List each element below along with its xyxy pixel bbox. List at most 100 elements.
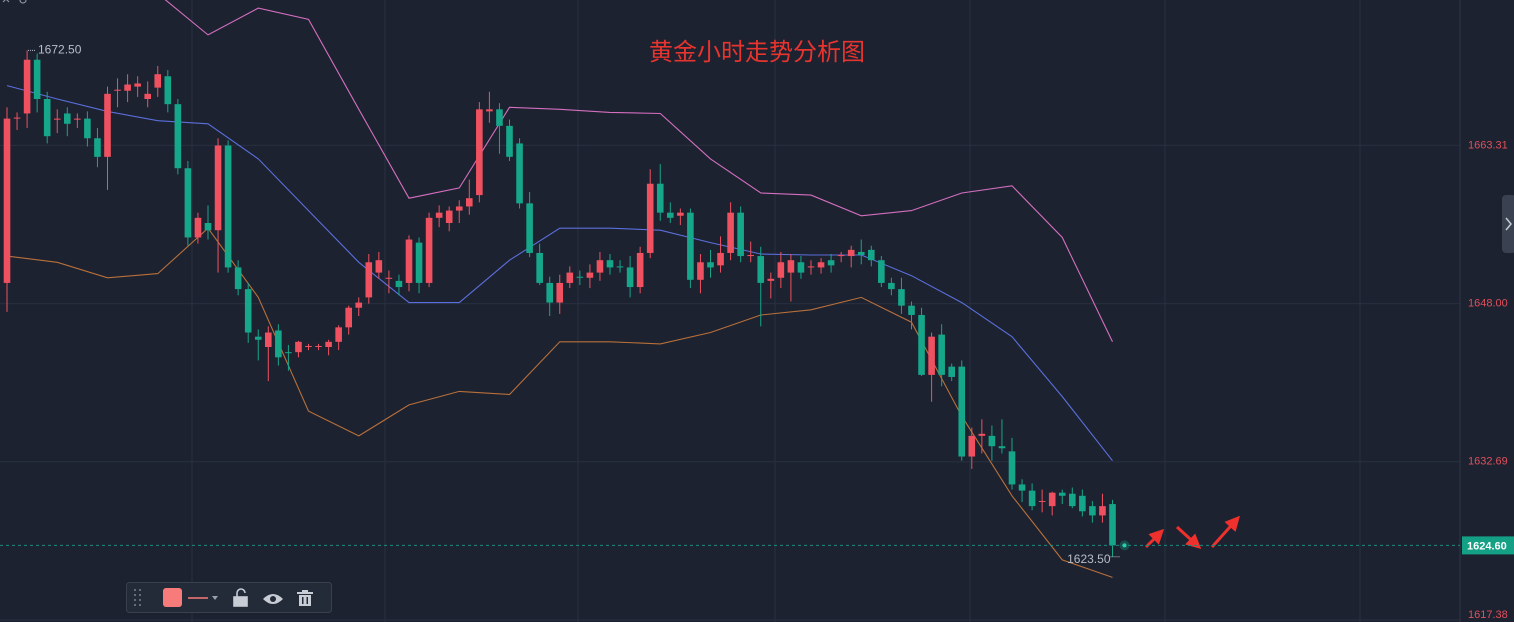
candle-body [1048,492,1056,507]
high-marker-label: 1672.50 [38,43,82,57]
candle-body [847,249,855,257]
candle-body [536,252,543,283]
candle-body [53,118,61,120]
candle-body [807,266,815,268]
top-icons[interactable] [2,0,27,4]
band-line [6,85,1113,462]
candle-body [717,252,724,266]
chart-title: 黄金小时走势分析图 [649,38,865,66]
candle-body [395,280,403,288]
candle-body [285,352,292,354]
candle-body [425,217,433,283]
candle-body [656,183,664,213]
lock-button[interactable] [233,588,248,607]
candle-body [707,262,714,268]
y-tick-label: 1632.69 [1468,456,1508,468]
candle-body [305,345,312,347]
plot [3,0,1116,578]
candle-body [777,262,785,278]
candle-body [254,336,262,340]
candle-body [325,341,332,347]
color-swatch[interactable] [163,588,182,607]
y-tick-label: 1648.00 [1468,297,1508,309]
candle-body [1058,492,1066,496]
candle-body [1028,490,1036,507]
candle-body [114,89,121,91]
candle-body [64,113,71,124]
candle-body [908,305,915,315]
candle-body [837,255,845,257]
candle-body [466,198,473,207]
candle-body [455,206,463,211]
candle-body [234,267,242,290]
candle-body [74,118,81,120]
candle-body [1079,495,1086,512]
y-tick-label: 1617.38 [1468,609,1508,621]
delete-button[interactable] [297,590,313,606]
candle-body [405,239,413,283]
line-style[interactable] [188,596,218,600]
low-marker-label: 1623.50 [1067,552,1111,566]
candle-body [898,289,905,306]
candle-body [566,272,574,283]
candle-body [335,327,342,342]
candle-body [94,138,101,157]
candle-body [757,256,765,283]
candle-body [1018,484,1026,491]
candle-body [1089,506,1096,516]
candle-body [265,332,272,347]
candle-body [576,276,584,278]
candle-body [606,260,614,268]
price-axis: 1617.38 1632.69 1648.00 1663.31 [1468,139,1508,621]
drag-handle[interactable] [134,589,141,606]
candle-body [878,260,885,283]
candle-body [33,59,41,99]
candle-body [365,262,373,298]
candle-body [857,251,865,256]
candle-body [797,262,805,273]
candle-body [998,446,1006,449]
candle-body [1069,493,1076,507]
candle-body [767,278,775,281]
candle-body [194,217,202,238]
candle-body [13,117,21,119]
candle-body [636,252,644,288]
candle-body [928,336,935,375]
candle-body [174,104,182,169]
candle-body [184,168,192,238]
candle-body [315,345,322,347]
drawing-toolbar [126,582,332,613]
candle-body [295,341,302,353]
candle-body [616,266,624,268]
candle-body [476,109,483,196]
candle-body [1008,451,1016,485]
candle-body [978,433,986,436]
candle-body [667,212,674,218]
band-line [6,227,1113,578]
candle-body [727,212,734,253]
arrows [1144,515,1241,550]
candle-body [224,145,232,268]
last-price-dot-core [1122,543,1127,548]
candle-body [154,74,162,88]
candle-body [868,249,875,261]
candle-body [646,183,654,253]
candle-body [124,84,131,91]
candle-body [1038,500,1046,502]
candle-body [526,203,533,253]
candle-body [697,262,704,280]
candle-body [164,76,172,105]
candle-body [677,212,684,216]
candle-body [23,59,31,114]
side-tab[interactable] [1502,195,1514,253]
last-price-box [1462,536,1514,555]
candle-body [546,282,553,303]
candle-body [948,366,955,377]
candle-body [747,255,754,257]
candle-body [626,267,634,288]
visibility-button[interactable] [263,594,283,604]
candle-body [1099,506,1106,516]
